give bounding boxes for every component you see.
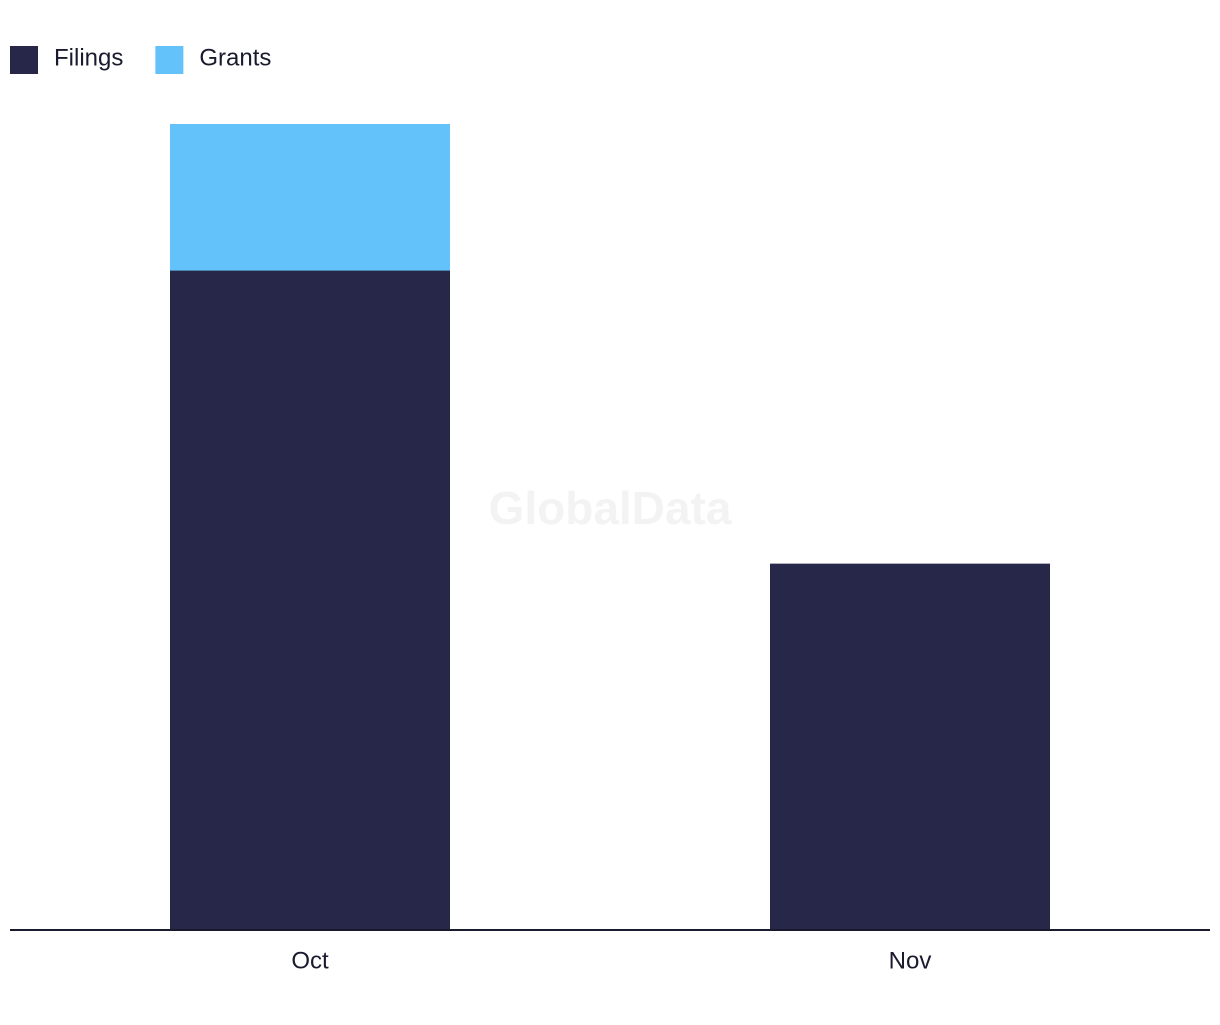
bar-segment [170,270,450,931]
legend-swatch [10,46,38,74]
watermark: GlobalData [489,482,732,534]
legend-swatch [155,46,184,74]
x-tick-label: Oct [291,947,329,974]
legend-label: Filings [54,44,123,71]
x-tick-label: Nov [889,947,932,974]
bar-segment [170,124,450,271]
bar-segment [770,563,1050,930]
legend-label: Grants [199,44,271,71]
